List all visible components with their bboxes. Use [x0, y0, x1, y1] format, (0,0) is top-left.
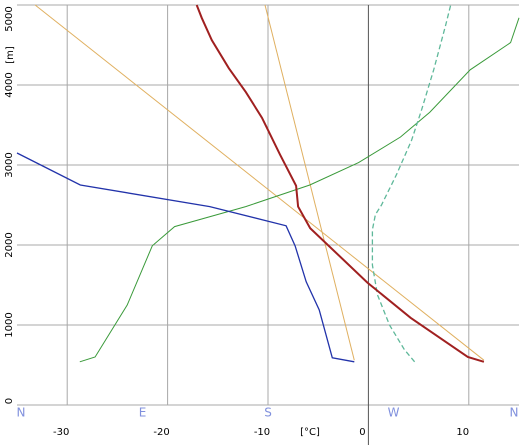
x-tick-label: -30: [53, 427, 69, 438]
x2-tick-label: N: [510, 406, 519, 420]
y-tick-label: 1000: [4, 312, 15, 337]
y-tick-label: 5000: [4, 6, 15, 31]
x2-tick-label: E: [139, 406, 147, 420]
x-tick-label: -10: [254, 427, 270, 438]
x-tick-label: 10: [456, 427, 469, 438]
x2-tick-label: S: [264, 406, 272, 420]
x-tick-label: 0: [359, 427, 365, 438]
profile-line: [264, 4, 355, 361]
y-tick-label: 4000: [4, 72, 15, 97]
y-tick-label: 3000: [4, 152, 15, 177]
profile-line: [195, 4, 485, 363]
profile-line: [16, 152, 355, 363]
profile-line: [34, 4, 485, 361]
x-tick-label: -20: [153, 427, 169, 438]
y-tick-label: 2000: [4, 232, 15, 257]
profile-line: [79, 17, 520, 363]
y-axis-label: [m]: [5, 46, 16, 64]
x2-tick-label: W: [388, 406, 400, 420]
x2-tick-label: N: [17, 406, 26, 420]
x-axis-label: [°C]: [300, 427, 320, 438]
y-tick-label: 0: [4, 398, 15, 404]
profile-line: [371, 4, 452, 363]
